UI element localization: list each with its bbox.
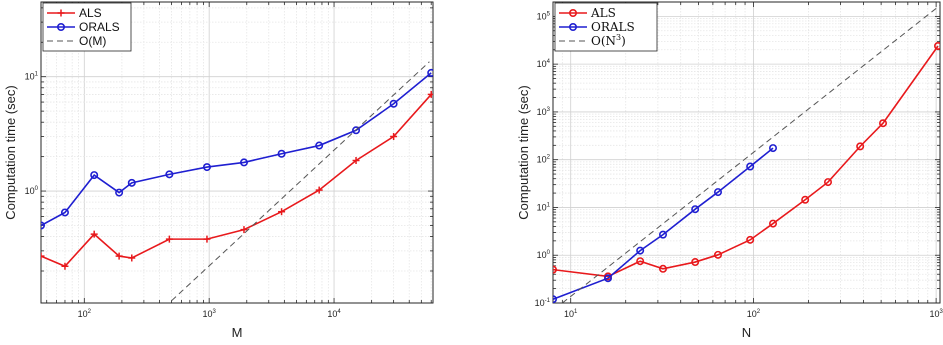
x-tick-label: 103	[929, 309, 943, 319]
y-tick-label: 100	[25, 186, 39, 196]
data-point	[352, 126, 361, 135]
legend-marker	[568, 22, 577, 31]
data-point	[277, 149, 286, 158]
data-point	[801, 195, 810, 204]
left-chart-panel: 102 103 104 100 101 M Computation time (sec) AL…	[3, 1, 434, 340]
data-point	[934, 41, 940, 50]
data-point	[278, 208, 286, 216]
data-point	[352, 157, 360, 165]
data-point	[769, 219, 778, 228]
data-point	[240, 226, 248, 234]
data-point	[239, 158, 248, 167]
series-line-als	[41, 93, 432, 268]
data-point	[856, 142, 865, 151]
legend-label: O(N3)	[591, 33, 626, 48]
series-line-o-m-	[171, 61, 430, 302]
y-tick-label: 101	[25, 72, 39, 82]
data-point	[128, 254, 136, 262]
data-point	[659, 264, 668, 273]
data-point	[636, 257, 645, 266]
y-tick-label: 103	[537, 107, 551, 117]
legend-label: ALS	[590, 6, 616, 20]
series-group	[41, 61, 433, 302]
data-point	[714, 188, 723, 197]
y-axis-label: Computation time (sec)	[516, 85, 531, 219]
right-chart-panel: 101 102 103 10-1 100 101 102 103 104 105 N Computat…	[516, 1, 943, 340]
legend-marker	[568, 9, 577, 18]
data-point	[115, 188, 124, 197]
legend-label: ORALS	[591, 20, 635, 34]
plot-frame	[40, 1, 434, 304]
series-line-orals	[553, 147, 774, 300]
data-point	[90, 230, 98, 238]
data-point	[315, 186, 323, 194]
series-line-o-n-3-	[562, 4, 940, 303]
data-point	[769, 144, 778, 153]
series-line-als	[553, 45, 939, 278]
y-tick-label: 100	[537, 250, 551, 260]
x-tick-label: 101	[564, 309, 578, 319]
data-point	[636, 246, 645, 255]
series-group	[553, 4, 940, 303]
data-point	[746, 162, 755, 171]
data-point	[41, 252, 45, 260]
x-tick-label: 104	[327, 309, 341, 319]
legend-marker	[56, 22, 65, 31]
data-point	[553, 265, 557, 274]
data-point	[127, 178, 136, 187]
data-point	[746, 235, 755, 244]
data-point	[60, 208, 69, 217]
grid	[41, 2, 433, 303]
legend-label: ORALS	[79, 20, 120, 34]
data-point	[389, 99, 398, 108]
data-point	[165, 170, 174, 179]
data-point	[165, 235, 173, 243]
y-tick-label: 105	[537, 11, 551, 21]
data-point	[659, 230, 668, 239]
data-point	[714, 250, 723, 259]
x-tick-label: 102	[78, 309, 92, 319]
legend-marker	[57, 9, 65, 17]
y-tick-label: 102	[537, 155, 551, 165]
legend-label: O(M)	[79, 34, 106, 48]
data-point	[115, 252, 123, 260]
data-point	[604, 274, 613, 283]
data-point	[824, 178, 833, 187]
data-point	[61, 262, 69, 270]
x-tick-label: 102	[747, 309, 761, 319]
data-point	[879, 119, 888, 128]
data-point	[691, 205, 700, 214]
data-point	[427, 68, 433, 77]
legend-label: ALS	[79, 6, 102, 20]
data-point	[90, 171, 99, 180]
y-tick-label: 10-1	[535, 298, 551, 308]
y-tick-label: 104	[537, 59, 551, 69]
y-tick-label: 101	[537, 202, 551, 212]
data-point	[390, 132, 398, 140]
data-point	[315, 141, 324, 150]
x-axis-label: N	[742, 325, 751, 340]
x-tick-label: 103	[202, 309, 216, 319]
tick-marks	[552, 1, 940, 304]
data-point	[203, 235, 211, 243]
data-point	[691, 258, 700, 267]
x-axis-label: M	[232, 325, 243, 340]
data-point	[202, 163, 211, 172]
data-point	[41, 221, 45, 230]
data-point	[553, 295, 557, 303]
plot-frame	[552, 1, 941, 304]
y-axis-label: Computation time (sec)	[3, 85, 18, 219]
data-point	[427, 90, 433, 98]
